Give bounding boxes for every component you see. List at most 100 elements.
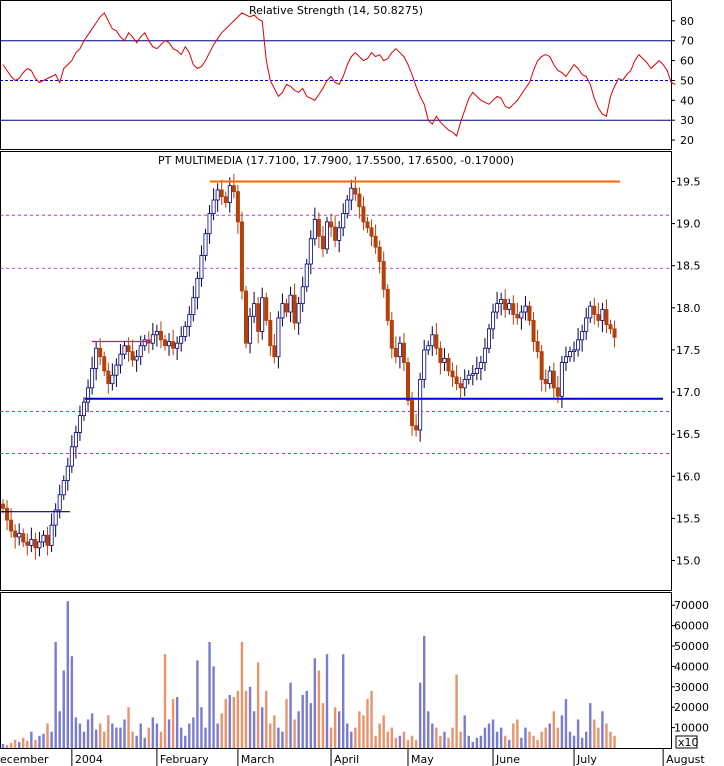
volume-bar: [378, 723, 381, 748]
candle-body: [503, 299, 508, 310]
month-label: March: [241, 753, 275, 766]
volume-bar: [350, 731, 353, 748]
candle-body: [523, 305, 528, 313]
candle-body: [195, 277, 200, 299]
volume-bar: [435, 727, 438, 748]
candle-body: [442, 357, 447, 363]
candle-body: [482, 347, 487, 363]
volume-bar: [325, 654, 329, 748]
candle-body: [596, 314, 601, 321]
candle-body: [239, 221, 244, 292]
volume-bar: [564, 699, 568, 748]
candle-body: [507, 303, 512, 310]
volume-bar: [317, 670, 321, 748]
candle-body: [235, 191, 240, 223]
candle-body: [126, 345, 131, 353]
month-label: ecember: [0, 753, 49, 766]
candle-body: [175, 342, 180, 349]
rsi-title: Relative Strength (14, 50.8275): [249, 4, 423, 17]
candle-body: [511, 303, 516, 315]
candle-body: [118, 353, 123, 366]
volume-bar: [82, 731, 86, 748]
volume-bar: [560, 715, 564, 748]
volume-bar: [321, 703, 325, 748]
volume-bar: [224, 699, 227, 748]
volume-bar: [504, 735, 507, 748]
candle-body: [470, 373, 475, 376]
candle-body: [357, 193, 362, 208]
volume-bar: [613, 735, 616, 748]
volume-bar: [414, 739, 418, 748]
candle-body: [381, 261, 386, 290]
volume-bar: [427, 711, 430, 748]
candle-body: [57, 494, 62, 511]
volume-bar: [386, 731, 389, 748]
volume-tick-label: 20000: [674, 701, 709, 714]
volume-bar: [171, 699, 175, 748]
volume-bar: [342, 654, 345, 748]
volume-bar: [248, 686, 252, 748]
volume-bar: [184, 735, 187, 748]
candle-body: [203, 233, 208, 257]
candle-body: [167, 341, 172, 347]
candle-body: [324, 221, 329, 250]
rsi-tick-label: 30: [680, 114, 694, 127]
candle-body: [543, 379, 548, 385]
volume-bar: [86, 719, 90, 748]
volume-bar: [175, 697, 179, 748]
candle-body: [361, 206, 366, 223]
volume-bar: [289, 682, 292, 748]
candle-body: [515, 314, 520, 319]
candle-body: [171, 341, 176, 349]
volume-bar: [390, 727, 393, 748]
volume-bar: [423, 635, 426, 748]
volume-bar: [192, 717, 195, 748]
volume-bar: [313, 658, 317, 748]
rsi-tick-label: 70: [680, 35, 694, 48]
candle-body: [199, 255, 204, 279]
volume-bar: [143, 737, 146, 748]
candle-body: [393, 347, 398, 358]
volume-bar: [576, 719, 580, 748]
candle-body: [276, 317, 281, 358]
candle-body: [248, 315, 253, 344]
volume-bar: [74, 717, 78, 748]
rsi-tick-label: 20: [680, 134, 694, 147]
candle-body: [231, 185, 236, 192]
volume-bar: [269, 723, 272, 748]
volume-bar: [301, 694, 304, 748]
candle-body: [292, 294, 297, 324]
volume-bar: [552, 711, 555, 748]
volume-bar: [605, 723, 608, 748]
volume-bar: [273, 715, 276, 748]
candle-body: [385, 288, 390, 321]
volume-bar: [495, 731, 499, 748]
volume-bar: [127, 707, 130, 748]
candle-body: [333, 226, 338, 241]
rsi-tick-label: 60: [680, 55, 694, 68]
rsi-levels: [0, 40, 671, 121]
rsi-tick-label: 40: [680, 94, 694, 107]
volume-bar: [455, 674, 458, 748]
x-axis: ecember 2004 February March April May June July…: [0, 748, 705, 766]
candle-body: [130, 351, 135, 361]
volume-bar: [402, 731, 406, 748]
trend-lines: [0, 180, 663, 513]
candle-body: [280, 303, 285, 319]
candle-body: [308, 238, 313, 265]
candle-body: [495, 303, 500, 313]
volume-bar: [463, 715, 466, 748]
volume-bar: [593, 719, 596, 748]
candle-body: [491, 311, 496, 330]
candle-body: [256, 303, 261, 332]
volume-bar: [135, 735, 138, 748]
candle-body: [410, 400, 415, 427]
candle-body: [486, 328, 491, 349]
volume-bar: [99, 723, 102, 748]
candle-body: [588, 305, 593, 319]
volume-bar: [9, 742, 13, 748]
candle-body: [90, 368, 95, 389]
volume-bar: [115, 727, 118, 748]
volume-bar: [362, 715, 365, 748]
volume-multiplier-label: x10: [678, 736, 699, 749]
